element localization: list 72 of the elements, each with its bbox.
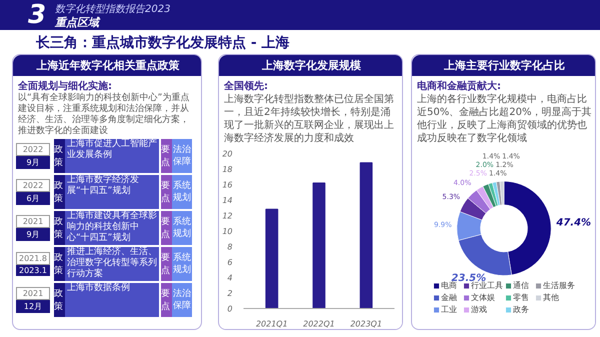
y-tick-label: 18 bbox=[222, 165, 233, 174]
legend-label: 游戏 bbox=[471, 304, 488, 315]
bar bbox=[312, 182, 326, 308]
chart-subtitle: 电商和金融贡献大: bbox=[417, 79, 502, 93]
y-tick-label: 16 bbox=[222, 180, 233, 190]
y-tick-label: 14 bbox=[222, 196, 233, 205]
legend-label: 文体娱 bbox=[471, 292, 495, 303]
text: 系统规划 bbox=[172, 247, 192, 281]
x-tick-label: 2021Q1 bbox=[256, 320, 288, 328]
legend-label: 行业工具 bbox=[471, 281, 503, 291]
y-tick-label: 6 bbox=[227, 258, 233, 267]
text: 长三角：重点城市数字化发展特点 - 上海 bbox=[36, 34, 291, 53]
text: 上海市促进人工智能产业发展条例 bbox=[65, 139, 159, 173]
text: 重点区域 bbox=[55, 15, 99, 30]
text: 要点 bbox=[161, 181, 170, 204]
bar bbox=[265, 208, 278, 308]
x-tick-label: 2023Q1 bbox=[350, 320, 382, 328]
y-tick-label: 12 bbox=[222, 212, 233, 220]
text: 全面规划与细化实施: bbox=[18, 79, 113, 92]
chart-subtitle: 全国领先: bbox=[224, 80, 269, 93]
legend-label: 其他 bbox=[543, 292, 560, 303]
y-tick-label: 2 bbox=[227, 289, 233, 298]
text: 政策 bbox=[54, 289, 63, 312]
text: 上海的各行业数字化规模中，电商占比近50%、金融占比超20%，明显高于其他行业，反映了上海商贸领域的优势也成功反映在了数字化领域 bbox=[417, 93, 592, 145]
text: 政策 bbox=[54, 217, 63, 240]
chart-title: 上海主要行业数字化占比 bbox=[412, 55, 597, 76]
legend-label: 零售 bbox=[513, 292, 530, 303]
text: 系统规划 bbox=[172, 175, 192, 209]
text: 2023.1 bbox=[16, 265, 50, 276]
y-tick-label: 4 bbox=[227, 274, 233, 282]
text: 政策 bbox=[54, 139, 65, 173]
text: 数字化转型指数报告2023 bbox=[55, 2, 170, 16]
text: 推进上海经济、生活、治理数字化转型等系列行动方案 bbox=[65, 247, 159, 281]
data-label: 47.4% bbox=[555, 218, 592, 229]
y-tick-label: 0 bbox=[227, 304, 233, 314]
legend-label: 通信 bbox=[513, 280, 530, 291]
text: 要点 bbox=[161, 217, 170, 240]
text: 要点 bbox=[161, 139, 172, 173]
x-tick-label: 2022Q1 bbox=[303, 320, 335, 328]
text: 2022 bbox=[16, 143, 50, 156]
legend-label: 生活服务 bbox=[543, 280, 575, 291]
text: 系统规划 bbox=[172, 211, 192, 245]
legend-label: 金融 bbox=[441, 292, 458, 303]
text: 上海近年数字化相关重点政策 bbox=[13, 55, 203, 76]
legend-label: 工业 bbox=[441, 304, 458, 315]
text: 法治保障 bbox=[172, 283, 192, 317]
text: 要点 bbox=[161, 253, 170, 276]
text: 2021 bbox=[16, 215, 50, 228]
chart-title: 上海数字化发展规模 bbox=[219, 55, 404, 76]
text: 法治保障 bbox=[172, 139, 192, 173]
text: 2021 bbox=[16, 287, 50, 300]
bar bbox=[360, 162, 373, 308]
text: 政策 bbox=[54, 253, 63, 276]
y-tick-label: 20 bbox=[222, 150, 233, 158]
text: 以“具有全球影响力的科技创新中心”为重点建设目标，注重系统规划和法治保障，并从经济、生活、治理等多角度制定细化方案，推进数字化的全面建设 bbox=[18, 93, 190, 137]
text: 政策 bbox=[54, 181, 63, 204]
text: 要点 bbox=[161, 289, 170, 312]
text: 9月 bbox=[16, 228, 50, 241]
text: 3 bbox=[28, 0, 46, 30]
legend-label: 政务 bbox=[513, 304, 530, 315]
y-tick-label: 10 bbox=[222, 227, 233, 236]
text: 6月 bbox=[16, 192, 50, 205]
text: 2022 bbox=[16, 179, 50, 192]
text: 上海市建设具有全球影响力的科技创新中心“十四五”规划 bbox=[65, 211, 159, 245]
text: 9月 bbox=[16, 156, 50, 169]
legend-label: 电商 bbox=[441, 281, 457, 291]
y-tick-label: 8 bbox=[227, 242, 233, 252]
text: 2021.8 bbox=[16, 252, 50, 265]
text: 上海数字化转型指数整体已位居全国第一，且近2年持续较快增长，特别是涌现了一批新兴的互联网企业，展现出上海数字经济发展的力度和成效 bbox=[224, 93, 395, 145]
text: 上海市数据条例 bbox=[65, 283, 159, 317]
text: 12月 bbox=[16, 300, 50, 313]
text: 上海市数字经济发展“十四五”规划 bbox=[65, 175, 159, 209]
